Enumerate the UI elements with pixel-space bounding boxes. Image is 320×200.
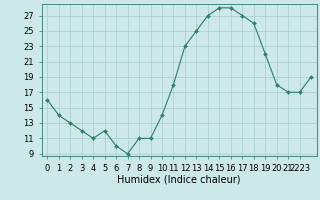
X-axis label: Humidex (Indice chaleur): Humidex (Indice chaleur) xyxy=(117,174,241,184)
